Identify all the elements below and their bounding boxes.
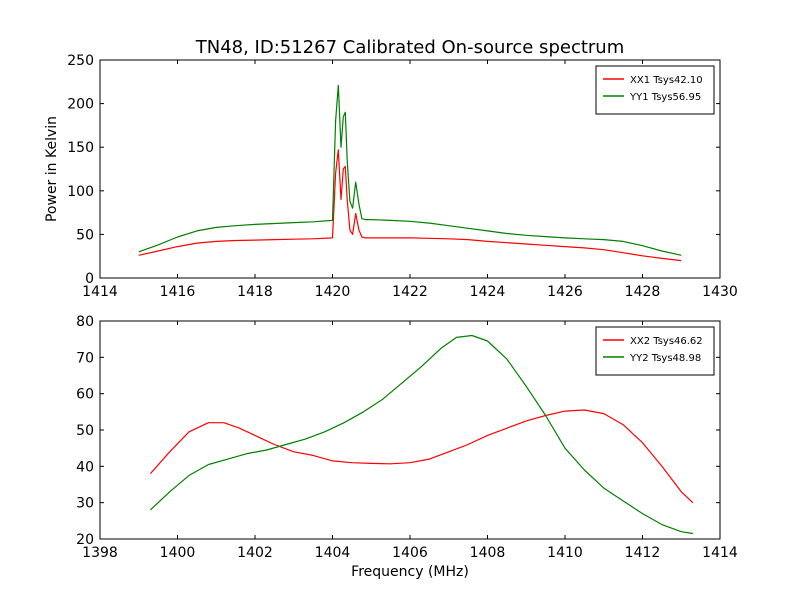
legend-label: XX2 Tsys46.62 [630,336,703,347]
bottom-plot-panel: 1398 1400 1402 1404 1406 1408 1410 1412 1414 20 30… [76,314,738,580]
y-tick-label: 30 [76,496,94,512]
y-tick-label: 20 [76,532,94,548]
y-tick-label: 50 [76,423,94,439]
x-tick-label: 1428 [625,284,661,300]
chart-title: TN48, ID:51267 Calibrated On-source spec… [195,37,625,58]
x-tick-label: 1416 [160,284,196,300]
y-tick-label: 40 [76,459,94,475]
legend-label: XX1 Tsys42.10 [630,75,703,86]
y-tick-label: 0 [85,271,94,287]
x-tick-label: 1410 [547,545,583,561]
x-tick-label: 1406 [392,545,428,561]
top-plot-ticks: 1414 1416 1418 1420 1422 1424 1426 1428 1430 0 50 1… [67,53,738,300]
y-tick-label: 80 [76,314,94,330]
legend-box [595,326,715,376]
series-line-0 [149,409,694,504]
y-tick-label: 100 [67,184,94,200]
x-tick-label: 1414 [702,545,738,561]
bottom-plot-xlabel: Frequency (MHz) [351,564,469,580]
x-tick-label: 1418 [237,284,273,300]
x-tick-label: 1420 [315,284,351,300]
x-tick-label: 1424 [470,284,506,300]
x-tick-label: 1404 [315,545,351,561]
top-plot-ylabel: Power in Kelvin [44,116,60,222]
top-plot-series [138,84,682,262]
x-tick-label: 1402 [237,545,273,561]
x-tick-label: 1430 [702,284,738,300]
series-line-0 [138,149,682,262]
series-line-1 [138,84,682,256]
y-tick-label: 150 [67,140,94,156]
top-plot-panel: 1414 1416 1418 1420 1422 1424 1426 1428 1430 0 50 1… [44,53,738,300]
series-line-1 [149,334,693,535]
y-tick-label: 250 [67,53,94,69]
y-tick-label: 60 [76,387,94,403]
legend-label: YY2 Tsys48.98 [629,353,701,364]
x-tick-label: 1412 [625,545,661,561]
bottom-plot-series [149,334,694,535]
x-tick-label: 1408 [470,545,506,561]
y-tick-label: 50 [76,227,94,243]
y-tick-label: 200 [67,97,94,113]
x-tick-label: 1414 [82,284,118,300]
legend-label: YY1 Tsys56.95 [629,92,701,103]
bottom-plot-legend: XX2 Tsys46.62 YY2 Tsys48.98 [595,326,715,376]
top-plot-legend: XX1 Tsys42.10 YY1 Tsys56.95 [595,65,715,115]
x-tick-label: 1398 [82,545,118,561]
bottom-plot-ticks: 1398 1400 1402 1404 1406 1408 1410 1412 1414 20 30… [76,314,738,561]
y-tick-label: 70 [76,350,94,366]
x-tick-label: 1400 [160,545,196,561]
legend-box [595,65,715,115]
x-tick-label: 1422 [392,284,428,300]
x-tick-label: 1426 [547,284,583,300]
